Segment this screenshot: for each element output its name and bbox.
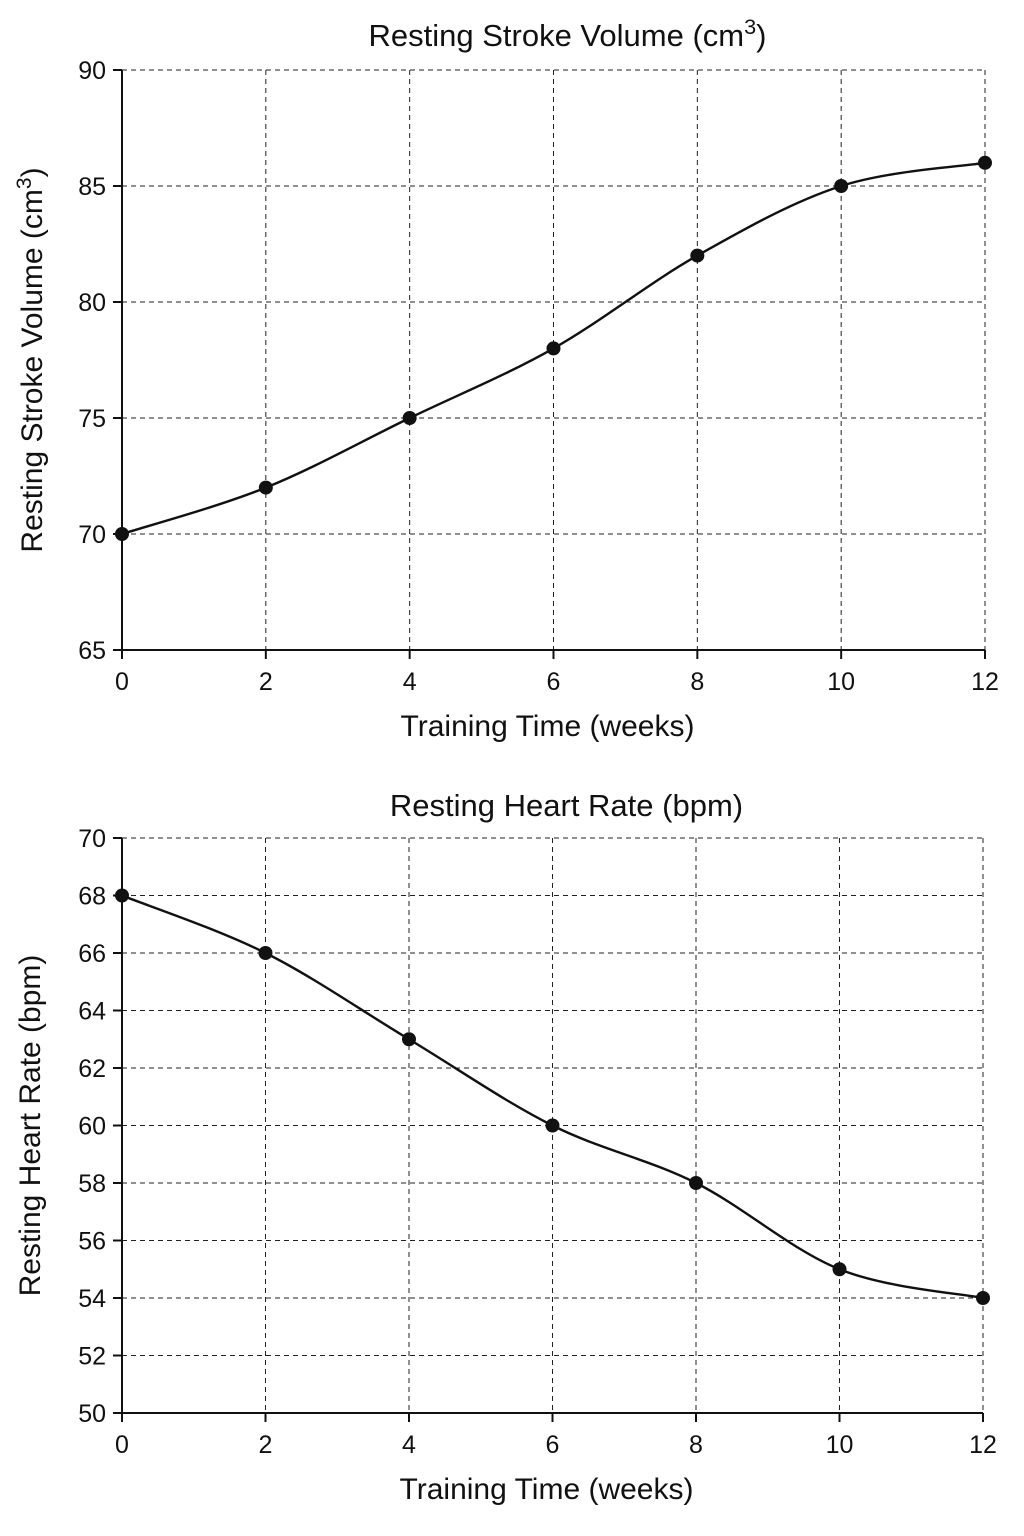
- x-axis-label: Training Time (weeks): [401, 710, 695, 743]
- y-tick-label: 65: [78, 637, 106, 665]
- x-tick-label: 8: [690, 668, 704, 696]
- x-tick-label: 2: [259, 668, 273, 696]
- chart-title: Resting Heart Rate (bpm): [390, 788, 743, 823]
- x-tick-label: 0: [115, 668, 129, 696]
- data-point: [258, 946, 273, 960]
- x-tick-label: 2: [259, 1431, 273, 1459]
- x-tick-label: 6: [546, 1431, 560, 1459]
- data-point: [834, 179, 849, 193]
- x-tick-label: 10: [826, 1431, 854, 1459]
- y-tick-label: 70: [78, 521, 106, 549]
- x-tick-label: 4: [403, 668, 417, 696]
- data-point: [689, 1176, 703, 1190]
- x-tick-label: 8: [689, 1431, 703, 1459]
- data-point: [402, 411, 417, 425]
- y-tick-label: 80: [78, 289, 106, 317]
- y-tick-label: 54: [78, 1285, 106, 1313]
- y-tick-label: 66: [78, 940, 106, 968]
- data-point: [545, 1118, 560, 1133]
- data-point: [832, 1262, 847, 1277]
- x-axis-label: Training Time (weeks): [400, 1473, 694, 1506]
- data-point: [258, 480, 273, 495]
- data-point: [976, 1291, 990, 1305]
- y-tick-label: 75: [78, 405, 106, 433]
- y-tick-label: 50: [78, 1400, 106, 1428]
- y-tick-label: 60: [78, 1113, 106, 1141]
- y-tick-label: 58: [78, 1170, 106, 1198]
- y-tick-label: 70: [78, 825, 106, 853]
- y-tick-label: 90: [78, 57, 106, 85]
- x-tick-label: 12: [971, 668, 999, 696]
- y-tick-label: 52: [78, 1343, 106, 1371]
- data-point: [402, 1032, 416, 1047]
- x-tick-label: 0: [115, 1431, 129, 1459]
- chart-2: Resting Heart Rate (bpm)5052545658606264…: [14, 788, 997, 1506]
- chart-1: Resting Stroke Volume (cm3) 65 70 75 80 85 90 0…: [13, 14, 999, 744]
- y-axis-label: Resting Heart Rate (bpm): [14, 955, 47, 1297]
- y-tick-label: 62: [78, 1055, 106, 1083]
- y-tick-label: 68: [78, 883, 106, 911]
- data-point: [978, 155, 992, 170]
- chart-title: Resting Stroke Volume (cm3): [369, 14, 767, 54]
- data-point: [115, 527, 129, 541]
- data-point: [546, 341, 561, 356]
- y-tick-label: 85: [78, 173, 106, 201]
- x-tick-label: 12: [969, 1431, 997, 1459]
- x-tick-label: 4: [402, 1431, 416, 1459]
- y-tick-label: 56: [78, 1228, 106, 1256]
- x-tick-label: 10: [827, 668, 855, 696]
- data-point: [690, 248, 705, 263]
- y-tick-label: 64: [78, 998, 106, 1026]
- y-axis-label: Resting Stroke Volume (cm3): [13, 167, 50, 552]
- data-point: [115, 888, 129, 903]
- x-tick-label: 6: [547, 668, 561, 696]
